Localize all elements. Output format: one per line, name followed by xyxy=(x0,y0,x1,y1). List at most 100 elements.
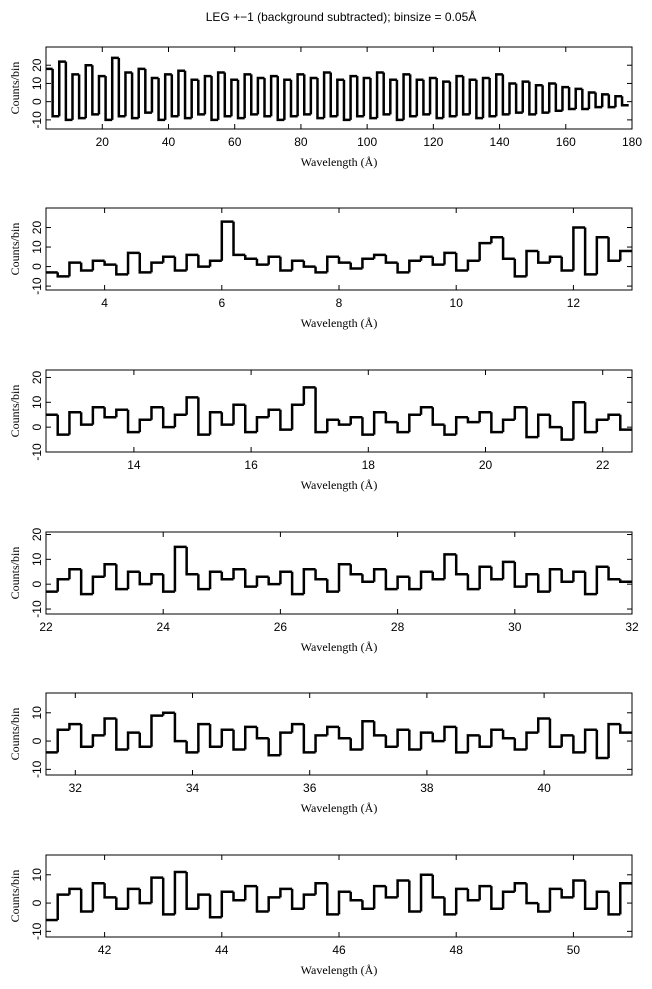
step-bin xyxy=(501,729,515,740)
step-bin xyxy=(223,72,232,118)
x-tick-label: 20 xyxy=(479,458,493,472)
step-bin xyxy=(243,254,257,261)
step-bin xyxy=(68,261,82,277)
step-bin xyxy=(263,77,272,118)
y-tick-label: 0 xyxy=(30,423,44,430)
x-tick-label: 140 xyxy=(490,135,510,149)
frame xyxy=(45,369,633,453)
step-bin xyxy=(337,890,351,915)
step-bin xyxy=(197,893,211,909)
step-bin xyxy=(600,93,609,108)
step-bin xyxy=(150,572,164,585)
step-bin xyxy=(110,56,119,120)
x-axis-label: Wavelength (Å) xyxy=(301,801,378,815)
x-tick-label: 34 xyxy=(186,781,200,795)
x-tick-label: 12 xyxy=(567,296,581,310)
step-bin xyxy=(161,877,175,916)
step-bin xyxy=(567,87,576,111)
y-tick-label: -10 xyxy=(30,760,44,778)
step-bin xyxy=(326,883,339,916)
step-bin xyxy=(372,568,386,582)
step-bin xyxy=(490,728,504,747)
step-bin xyxy=(197,722,211,753)
step-bin xyxy=(267,576,281,586)
step-bin xyxy=(361,900,375,910)
x-tick-label: 42 xyxy=(98,943,112,957)
y-tick-label: 10 xyxy=(30,395,44,409)
y-tick-label: 0 xyxy=(30,899,44,906)
step-bin xyxy=(230,78,239,117)
step-bin xyxy=(157,77,166,122)
step-bin xyxy=(495,73,503,117)
y-tick-label: 0 xyxy=(30,263,44,270)
step-bin xyxy=(548,568,562,592)
step-bin xyxy=(419,873,433,912)
step-bin xyxy=(614,94,623,108)
frame xyxy=(45,531,633,615)
x-tick-label: 8 xyxy=(336,296,343,310)
step-bin xyxy=(126,731,140,750)
panel: 42 44 46 48 50 -10 0 10 Wavelength (Å) Counts/bin xyxy=(8,854,633,977)
step-bin xyxy=(115,564,129,591)
y-tick-label: 20 xyxy=(30,370,44,384)
step-bin xyxy=(443,251,457,265)
step-bin xyxy=(583,880,597,910)
step-bin xyxy=(302,74,311,116)
step-bin xyxy=(208,410,222,435)
step-bin xyxy=(269,74,278,117)
step-bin xyxy=(279,731,293,756)
step-bin xyxy=(322,71,331,119)
step-bin xyxy=(513,406,527,420)
step-bin xyxy=(454,726,468,754)
step-bin xyxy=(163,73,172,120)
y-tick-label: 20 xyxy=(30,58,44,72)
step-bin xyxy=(572,570,586,582)
x-tick-label: 22 xyxy=(39,620,53,634)
y-tick-label: 10 xyxy=(30,868,44,882)
step-bin xyxy=(290,403,304,430)
x-tick-label: 26 xyxy=(274,620,288,634)
step-bin xyxy=(361,257,375,269)
step-bin xyxy=(232,729,246,751)
x-axis-label: Wavelength (Å) xyxy=(301,316,378,330)
step-bin xyxy=(68,568,82,580)
step-bin xyxy=(290,722,304,733)
step-bin xyxy=(396,728,410,747)
x-tick-label: 20 xyxy=(96,135,110,149)
step-bin xyxy=(419,731,433,750)
step-bin xyxy=(408,880,422,913)
step-bin xyxy=(290,571,304,596)
step-bin xyxy=(595,565,609,595)
step-bin xyxy=(208,724,222,748)
step-bin xyxy=(607,722,621,759)
step-bin xyxy=(419,255,433,261)
step-bin xyxy=(607,413,621,420)
step-bin xyxy=(91,259,105,271)
step-bin xyxy=(478,565,492,590)
step-bin xyxy=(267,255,281,265)
step-bin xyxy=(408,259,422,273)
step-bin xyxy=(361,417,375,436)
step-bin xyxy=(349,415,363,425)
y-tick-label: 20 xyxy=(30,221,44,235)
step-bin xyxy=(197,397,211,436)
step-bin xyxy=(355,76,364,118)
step-bin xyxy=(408,576,422,591)
plot-area xyxy=(46,711,632,760)
plot-area xyxy=(46,56,629,122)
y-axis-label: Counts/bin xyxy=(8,223,22,276)
step-bin xyxy=(583,728,597,753)
frame xyxy=(45,207,633,291)
step-bin xyxy=(243,404,257,434)
step-bin xyxy=(619,579,632,583)
step-bin xyxy=(607,94,616,109)
step-bin xyxy=(314,734,328,753)
x-tick-label: 22 xyxy=(596,458,610,472)
step-bin xyxy=(525,249,539,277)
step-bin xyxy=(243,725,257,750)
step-bin xyxy=(126,409,140,434)
plot-area xyxy=(46,386,632,441)
step-bin xyxy=(396,879,410,898)
step-bin xyxy=(91,406,105,425)
step-bin xyxy=(302,386,316,405)
